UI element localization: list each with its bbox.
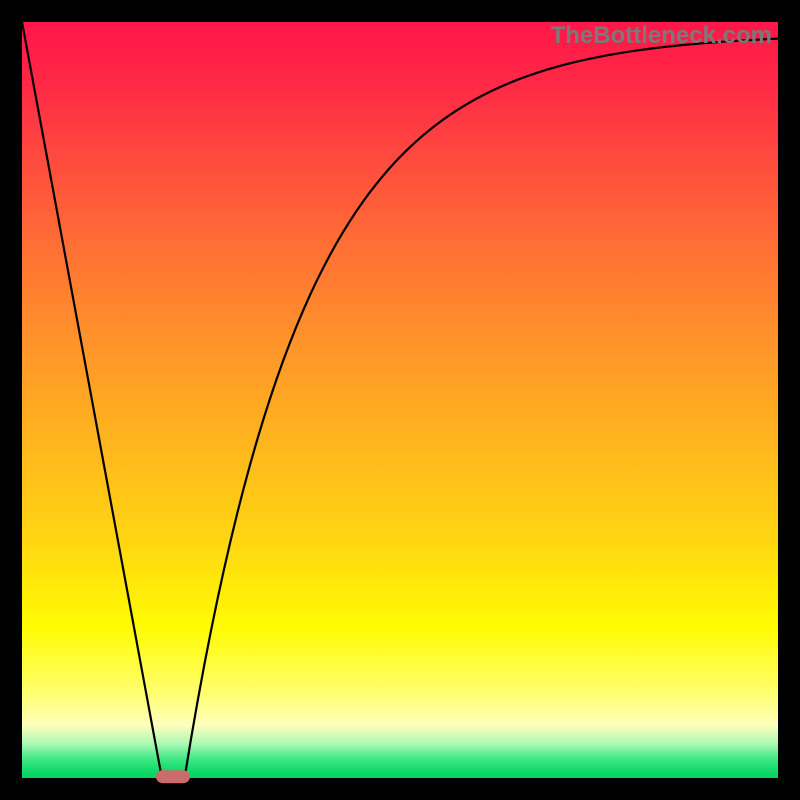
right-saturating-curve: [185, 39, 778, 778]
chart-root: TheBottleneck.com: [0, 0, 800, 800]
bottleneck-marker: [156, 770, 190, 784]
plot-area: TheBottleneck.com: [22, 22, 778, 778]
left-slope-line: [22, 22, 162, 778]
watermark-text: TheBottleneck.com: [551, 22, 772, 50]
bottleneck-curve: [22, 22, 778, 778]
